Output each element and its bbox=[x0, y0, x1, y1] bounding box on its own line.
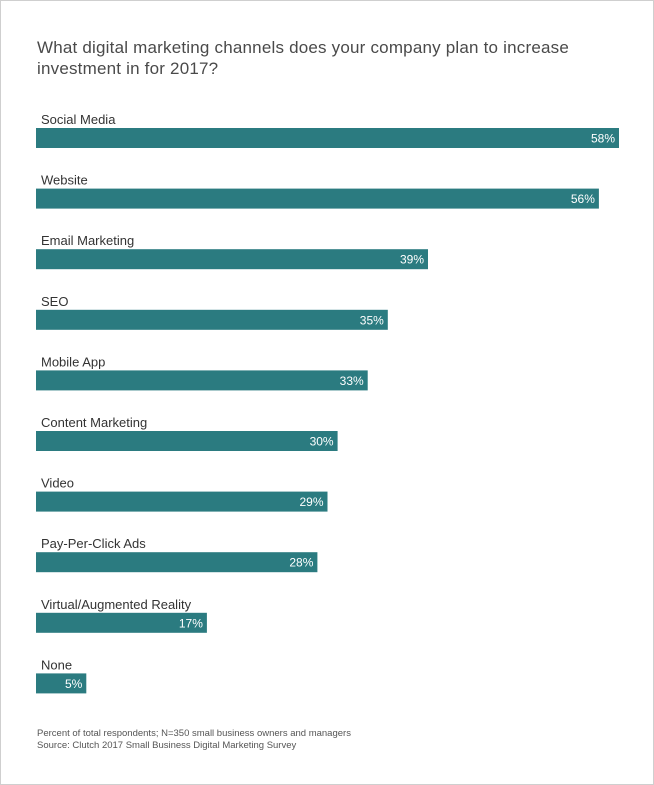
footnote-respondents: Percent of total respondents; N=350 smal… bbox=[37, 728, 351, 739]
footnote-source: Source: Clutch 2017 Small Business Digit… bbox=[37, 740, 297, 751]
value-label-mobile-app: 33% bbox=[340, 374, 364, 388]
bar-seo bbox=[36, 309, 388, 330]
value-label-website: 56% bbox=[571, 192, 595, 206]
footnote: Percent of total respondents; N=350 smal… bbox=[37, 728, 351, 752]
bar-website bbox=[36, 188, 599, 209]
category-label-email-marketing: Email Marketing bbox=[41, 233, 134, 248]
category-label-seo: SEO bbox=[41, 294, 68, 309]
value-label-none: 5% bbox=[65, 677, 83, 691]
value-label-video: 29% bbox=[299, 495, 323, 509]
category-label-social-media: Social Media bbox=[41, 112, 116, 127]
category-label-video: Video bbox=[41, 476, 74, 491]
value-label-pay-per-click-ads: 28% bbox=[289, 556, 313, 570]
category-label-mobile-app: Mobile App bbox=[41, 354, 105, 369]
bar-content-marketing bbox=[36, 431, 338, 451]
value-label-virtual-augmented-reality: 17% bbox=[179, 616, 203, 630]
value-label-social-media: 58% bbox=[591, 132, 615, 146]
bar-social-media bbox=[36, 128, 619, 148]
category-label-pay-per-click-ads: Pay-Per-Click Ads bbox=[41, 536, 146, 551]
bar-email-marketing bbox=[36, 249, 428, 270]
category-label-content-marketing: Content Marketing bbox=[41, 415, 147, 430]
bar-pay-per-click-ads bbox=[36, 552, 318, 573]
value-label-email-marketing: 39% bbox=[400, 253, 424, 267]
category-label-website: Website bbox=[41, 173, 88, 188]
bar-mobile-app bbox=[36, 370, 368, 391]
bar-virtual-augmented-reality bbox=[36, 612, 207, 633]
category-label-virtual-augmented-reality: Virtual/Augmented Reality bbox=[41, 597, 192, 612]
value-label-seo: 35% bbox=[360, 313, 384, 327]
chart-title: What digital marketing channels does you… bbox=[37, 38, 569, 78]
bar-none bbox=[36, 673, 87, 694]
value-label-content-marketing: 30% bbox=[310, 435, 334, 449]
bar-video bbox=[36, 491, 328, 512]
category-label-none: None bbox=[41, 657, 72, 672]
